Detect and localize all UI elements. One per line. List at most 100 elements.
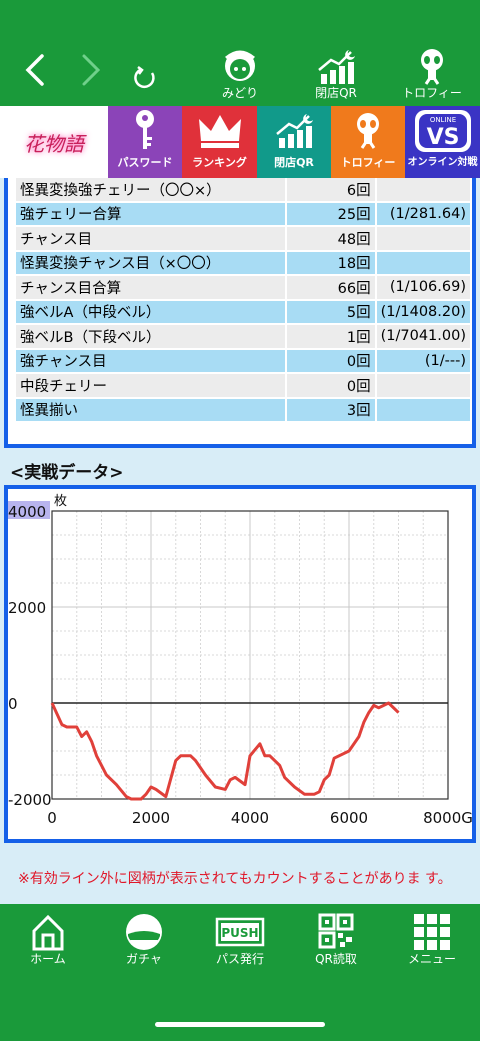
table-cell-count: 66回 [286,276,375,299]
table-cell-prob: (1/7041.00) [376,325,470,348]
logo-text: 花物語 [24,131,84,156]
table-cell-prob [376,178,470,201]
menu-item-label: トロフィー [340,156,396,169]
menu-bar: 花物語 パスワード ランキング 閉店QR トロフィー ONLINE VS オンライ… [0,106,480,178]
nav-label: QR読取 [315,952,357,966]
x-tick-label: 8000G [423,809,472,827]
table-row: 怪異変換強チェリー（〇〇×） 6回 [16,178,470,201]
notice-text: ※有効ライン外に図柄が表示されてもカウントすることがありま す。 [18,871,452,887]
y-tick-label: 0 [8,695,18,713]
bottom-navigation: ホーム ガチャ PUSH パス発行 QR読取 メニュー [0,904,480,1041]
table-cell-name: 怪異揃い [16,398,285,421]
y-tick-label: 2000 [8,599,46,617]
push-badge-text: PUSH [221,926,258,940]
table-cell-prob [376,374,470,397]
reload-icon [134,66,155,89]
chart-box: 枚 4000 2000 0 -2000 0 2000 4000 6000 8000G [4,485,476,843]
stats-table-box: 怪異変換強チェリー（〇〇×） 6回 強チェリー合算 25回 (1/281.64) チャンス… [4,178,476,448]
table-cell-count: 6回 [286,178,375,201]
table-row: チャンス目合算 66回 (1/106.69) [16,276,470,299]
table-cell-name: 強ベルB（下段ベル） [16,325,285,348]
menu-item-password[interactable]: パスワード [108,106,182,178]
menu-item-label: ランキング [192,156,247,169]
top-item-label: 閉店QR [315,86,357,100]
home-icon [32,914,64,951]
data-series-line [50,701,400,801]
plot-frame [51,510,449,800]
menu-item-label: オンライン対戦 [407,157,478,168]
y-axis-label: 枚 [54,494,67,509]
nav-label: メニュー [407,952,456,966]
nav-menu[interactable]: メニュー [384,912,480,966]
forward-button[interactable] [80,52,102,97]
table-cell-prob: (1/281.64) [376,202,470,225]
menu-item-closing-qr[interactable]: 閉店QR [257,106,331,178]
top-item-label: トロフィー [402,86,462,100]
chevron-left-icon [25,54,44,86]
chart-moon-icon [276,114,313,148]
crown-icon [198,115,241,148]
menu-item-label: 閉店QR [274,156,314,169]
table-row: 強チャンス目 0回 (1/---) [16,349,470,372]
nav-home[interactable]: ホーム [0,912,96,966]
character-icon [225,50,255,81]
table-row: 強ベルA（中段ベル） 5回 (1/1408.20) [16,300,470,323]
menu-item-trophy[interactable]: トロフィー [331,106,405,178]
push-icon: PUSH [215,917,265,947]
qr-icon [318,913,354,949]
table-cell-name: 強チェリー合算 [16,202,285,225]
y-tick-highlight [8,501,50,519]
menu-item-ranking[interactable]: ランキング [182,106,257,178]
table-cell-prob: (1/106.69) [376,276,470,299]
top-item-trophy[interactable]: トロフィー [392,46,472,100]
nav-pass-issue[interactable]: PUSH パス発行 [192,912,288,966]
table-row: 強ベルB（下段ベル） 1回 (1/7041.00) [16,325,470,348]
table-cell-name: 怪異変換チャンス目（×〇〇） [16,251,285,274]
nav-label: ガチャ [126,952,162,966]
table-cell-name: 強ベルA（中段ベル） [16,300,285,323]
table-cell-prob: (1/---) [376,349,470,372]
alien-icon [421,49,443,85]
table-cell-prob [376,398,470,421]
table-row: 怪異変換チャンス目（×〇〇） 18回 [16,251,470,274]
table-cell-name: 中段チェリー [16,374,285,397]
stats-table: 怪異変換強チェリー（〇〇×） 6回 強チェリー合算 25回 (1/281.64) チャンス… [14,178,472,423]
table-row: 強チェリー合算 25回 (1/281.64) [16,202,470,225]
top-item-closing-qr[interactable]: 閉店QR [296,46,376,100]
table-cell-count: 25回 [286,202,375,225]
table-cell-count: 1回 [286,325,375,348]
nav-label: ホーム [30,952,66,966]
table-row: 怪異揃い 3回 [16,398,470,421]
y-tick-label: 4000 [8,503,46,521]
section-title: <実戦データ> [10,463,124,483]
top-item-midori[interactable]: みどり [200,46,280,100]
chart-moon-icon [318,50,355,84]
table-cell-prob [376,227,470,250]
gacha-icon [126,914,162,950]
table-cell-name: チャンス目合算 [16,276,285,299]
y-tick-label: -2000 [8,791,52,809]
x-tick-label: 2000 [132,809,170,827]
top-toolbar: みどり 閉店QR トロフィー [0,0,480,106]
table-cell-name: 強チャンス目 [16,349,285,372]
x-tick-label: 6000 [330,809,368,827]
nav-gacha[interactable]: ガチャ [96,912,192,966]
table-cell-count: 0回 [286,374,375,397]
table-cell-count: 5回 [286,300,375,323]
menu-item-label: パスワード [117,156,173,169]
menu-item-online-battle[interactable]: ONLINE VS オンライン対戦 [405,106,480,178]
nav-label: パス発行 [215,952,264,966]
online-badge-text: ONLINE [429,116,455,124]
reload-button[interactable] [132,60,158,100]
back-button[interactable] [24,52,46,97]
table-cell-prob [376,251,470,274]
top-item-label: みどり [221,86,258,100]
vs-badge-text: VS [426,125,459,150]
home-indicator[interactable] [155,1022,325,1027]
logo[interactable]: 花物語 [0,106,108,178]
table-cell-count: 0回 [286,349,375,372]
nav-qr-read[interactable]: QR読取 [288,912,384,966]
alien-icon [357,113,379,149]
grid-menu-icon [414,914,450,950]
